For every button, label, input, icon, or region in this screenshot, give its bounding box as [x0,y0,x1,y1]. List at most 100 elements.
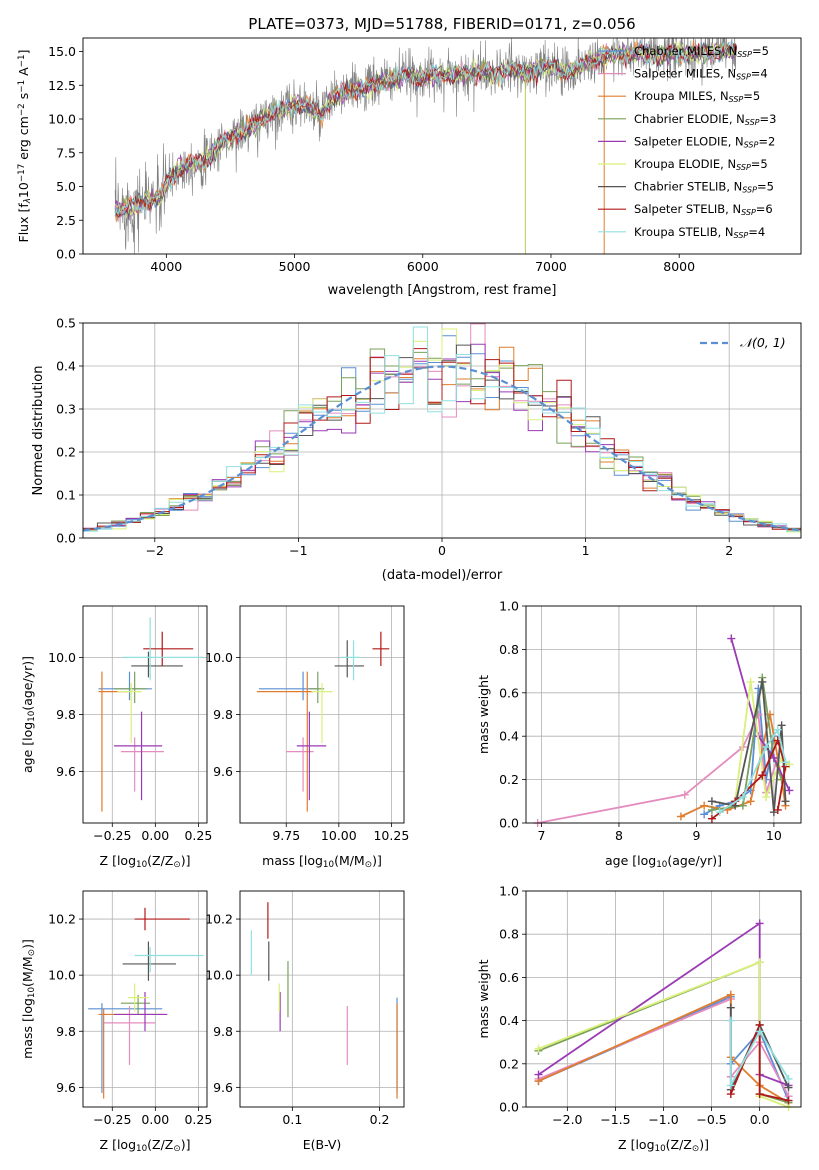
weight-marker [726,1090,735,1099]
legend-label-main: Chabrier MILES, N [634,44,737,58]
y-axis-label-part: −2 [17,103,27,116]
weight-marker [762,792,771,801]
legend-label-sub: SSP [734,231,749,240]
weight-marker [707,805,716,814]
x-tick-label: 0.0 [750,1112,770,1127]
weight-marker [784,1074,793,1083]
y-axis-label: mass weight [476,675,491,754]
x-axis-label: Z [log10(Z/Z⊙)] [100,853,191,870]
y-tick-label: 9.8 [213,1024,233,1039]
x-tick-label: 10.00 [321,828,357,843]
weight-marker [680,790,689,799]
weight-line [537,711,779,824]
model-spectrum-line [114,41,737,217]
histogram-step [83,326,801,533]
y-axis-label-part: )] [20,939,35,949]
y-tick-label: 10.0 [205,968,233,983]
y-axis-label-part: age [log [20,722,35,773]
weight-marker [784,1096,793,1105]
x-axis-label-part: (M/M [334,853,365,868]
y-tick-label: 0.4 [56,359,76,374]
legend-label-value: =5 [752,44,769,58]
panel-weight-vs-Z: −2.0 −1.5 −1.0 −0.5 0.0 0.0 0.2 0.4 0.6 0.8 1.0 Z [… [476,884,802,1154]
y-tick-label: 10.0 [205,650,233,665]
x-tick-label: −1 [289,543,307,558]
y-tick-label: 0.0 [56,531,76,546]
y-tick-label: 9.6 [213,1080,233,1095]
weight-marker [762,743,771,752]
x-axis-label-part: ⊙ [173,1144,180,1154]
weight-marker [676,812,685,821]
x-axis-label: age [log10(age/yr)] [605,853,722,870]
legend-label-main: Salpeter MILES, N [634,67,736,81]
y-tick-label: 9.6 [213,764,233,779]
x-axis-label: mass [log10(M/M⊙)] [262,853,382,870]
y-tick-label: 0.2 [499,772,519,787]
x-axis-label-part: (Z/Z [666,1137,692,1152]
weight-marker [738,792,747,801]
weight-marker [758,771,767,780]
weight-marker [781,758,790,767]
x-tick-label: 0.25 [184,828,212,843]
x-tick-label: 4000 [150,259,182,274]
y-tick-label: 1.0 [499,884,519,899]
y-axis-label-part: ] [16,50,31,55]
y-axis-label-part: (age/yr)] [20,656,35,711]
y-axis-label-part: Flux [f [16,203,31,243]
x-axis-label-part: 10 [656,860,667,870]
legend-label: Salpeter MILES, NSSP=4 [634,67,768,82]
panel-spectrum: 4000 5000 6000 7000 8000 0.0 2.5 5.0 7.5 10.0 12.5… [16,37,802,298]
x-tick-label: 0.25 [184,1112,212,1127]
legend-label-value: =5 [757,180,774,194]
model-spectrum-line [114,39,737,221]
y-axis-label-part: ⊙ [27,949,37,956]
weight-marker [707,797,716,806]
x-axis-label-part: (Z/Z [147,1137,173,1152]
y-tick-label: 2.5 [56,213,76,228]
legend-label-main: Kroupa STELIB, N [634,225,734,239]
panel-age-vs-mass: 9.75 10.00 10.25 9.6 9.8 10.0 mass [log10(M/M⊙… [205,605,409,870]
x-axis-label-part: )] [181,1137,191,1152]
y-tick-label: 9.8 [213,707,233,722]
axes-frame [525,605,802,824]
x-axis-label-part: ⊙ [365,860,372,870]
y-tick-label: 0.6 [499,970,519,985]
x-tick-label: −2 [146,543,164,558]
y-axis-label: mass weight [476,959,491,1038]
x-tick-label: 0.2 [370,1112,390,1127]
legend-label-main: Salpeter STELIB, N [634,202,741,216]
y-tick-label: 15.0 [48,44,76,59]
legend-label-value: =5 [743,89,760,103]
legend-label-main: Chabrier STELIB, N [634,180,742,194]
panel-mass-vs-ebv: 0.1 0.2 9.6 9.8 10.0 10.2 E(B-V) [205,890,405,1152]
x-axis-label-part: ⊙ [692,1144,699,1154]
y-tick-label: 9.8 [56,1024,76,1039]
y-tick-label: 10.0 [48,112,76,127]
legend-label-sub: SSP [741,208,756,217]
weight-marker [726,1081,735,1090]
x-axis-label-part: )] [181,853,191,868]
x-axis-label-part: 10 [323,860,334,870]
y-axis-label: mass [log10(M/M⊙)] [20,939,37,1059]
x-axis-label-part: Z [log [100,853,136,868]
legend-label-value: =2 [758,134,775,148]
x-tick-label: −0.5 [696,1112,726,1127]
x-tick-label: 0.00 [141,1112,169,1127]
x-tick-label: −0.25 [93,828,131,843]
x-tick-label: 0 [438,543,446,558]
weight-marker [755,958,764,967]
y-axis-label-part: (M/M [20,956,35,987]
x-tick-label: 6000 [407,259,439,274]
weight-line [729,1020,790,1086]
y-tick-label: 0.4 [499,1013,519,1028]
y-axis-label: age [log10(age/yr)] [20,656,37,773]
y-axis-label-part: −1 [17,80,27,93]
weight-marker [700,801,709,810]
x-axis-label: Z [log10(Z/Z⊙)] [618,1137,709,1154]
weight-marker [715,808,724,817]
x-axis-label-part: ⊙ [173,860,180,870]
y-tick-label: 9.8 [56,707,76,722]
x-axis-label-part: 10 [655,1144,666,1154]
x-tick-label: 2 [725,543,733,558]
